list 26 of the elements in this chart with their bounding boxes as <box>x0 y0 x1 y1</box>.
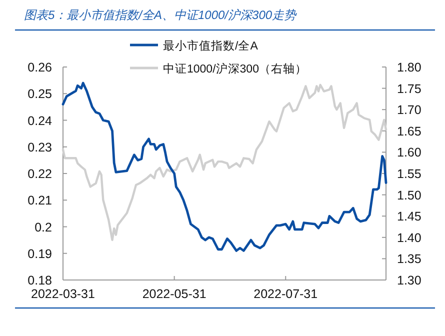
y-tick-label: 0.24 <box>28 114 52 128</box>
y2-tick-label: 1.75 <box>397 82 422 96</box>
y2-tick-label: 1.80 <box>397 60 422 74</box>
x-tick-label: 2022-05-31 <box>142 287 206 301</box>
y2-tick-label: 1.30 <box>397 274 422 288</box>
x-tick-label: 2022-03-31 <box>31 287 96 301</box>
y2-tick-label: 1.45 <box>397 210 422 224</box>
legend-label: 最小市值指数/全A <box>163 38 258 52</box>
y2-tick-label: 1.70 <box>397 103 422 118</box>
y-tick-label: 0.22 <box>28 167 52 181</box>
y2-tick-label: 1.50 <box>397 188 422 202</box>
y-tick-label: 0.18 <box>28 274 52 288</box>
y-tick-label: 0.25 <box>28 87 52 102</box>
y2-tick-label: 1.55 <box>397 167 422 181</box>
y2-tick-label: 1.35 <box>397 252 422 266</box>
chart-title: 图表5：最小市值指数/全A、中证1000/沪深300走势 <box>24 8 298 22</box>
y-tick-label: 0.19 <box>28 246 52 261</box>
y-tick-label: 0.21 <box>28 194 52 208</box>
y-tick-label: 0.23 <box>28 140 52 154</box>
y2-tick-label: 1.60 <box>397 146 422 160</box>
x-tick-label: 2022-07-31 <box>254 287 318 301</box>
y2-tick-label: 1.40 <box>397 230 422 245</box>
y-tick-label: 0.2 <box>34 220 52 234</box>
y2-tick-label: 1.65 <box>397 124 422 138</box>
legend-label: 中证1000/沪深300（右轴） <box>163 62 307 76</box>
y-tick-label: 0.26 <box>28 60 52 74</box>
